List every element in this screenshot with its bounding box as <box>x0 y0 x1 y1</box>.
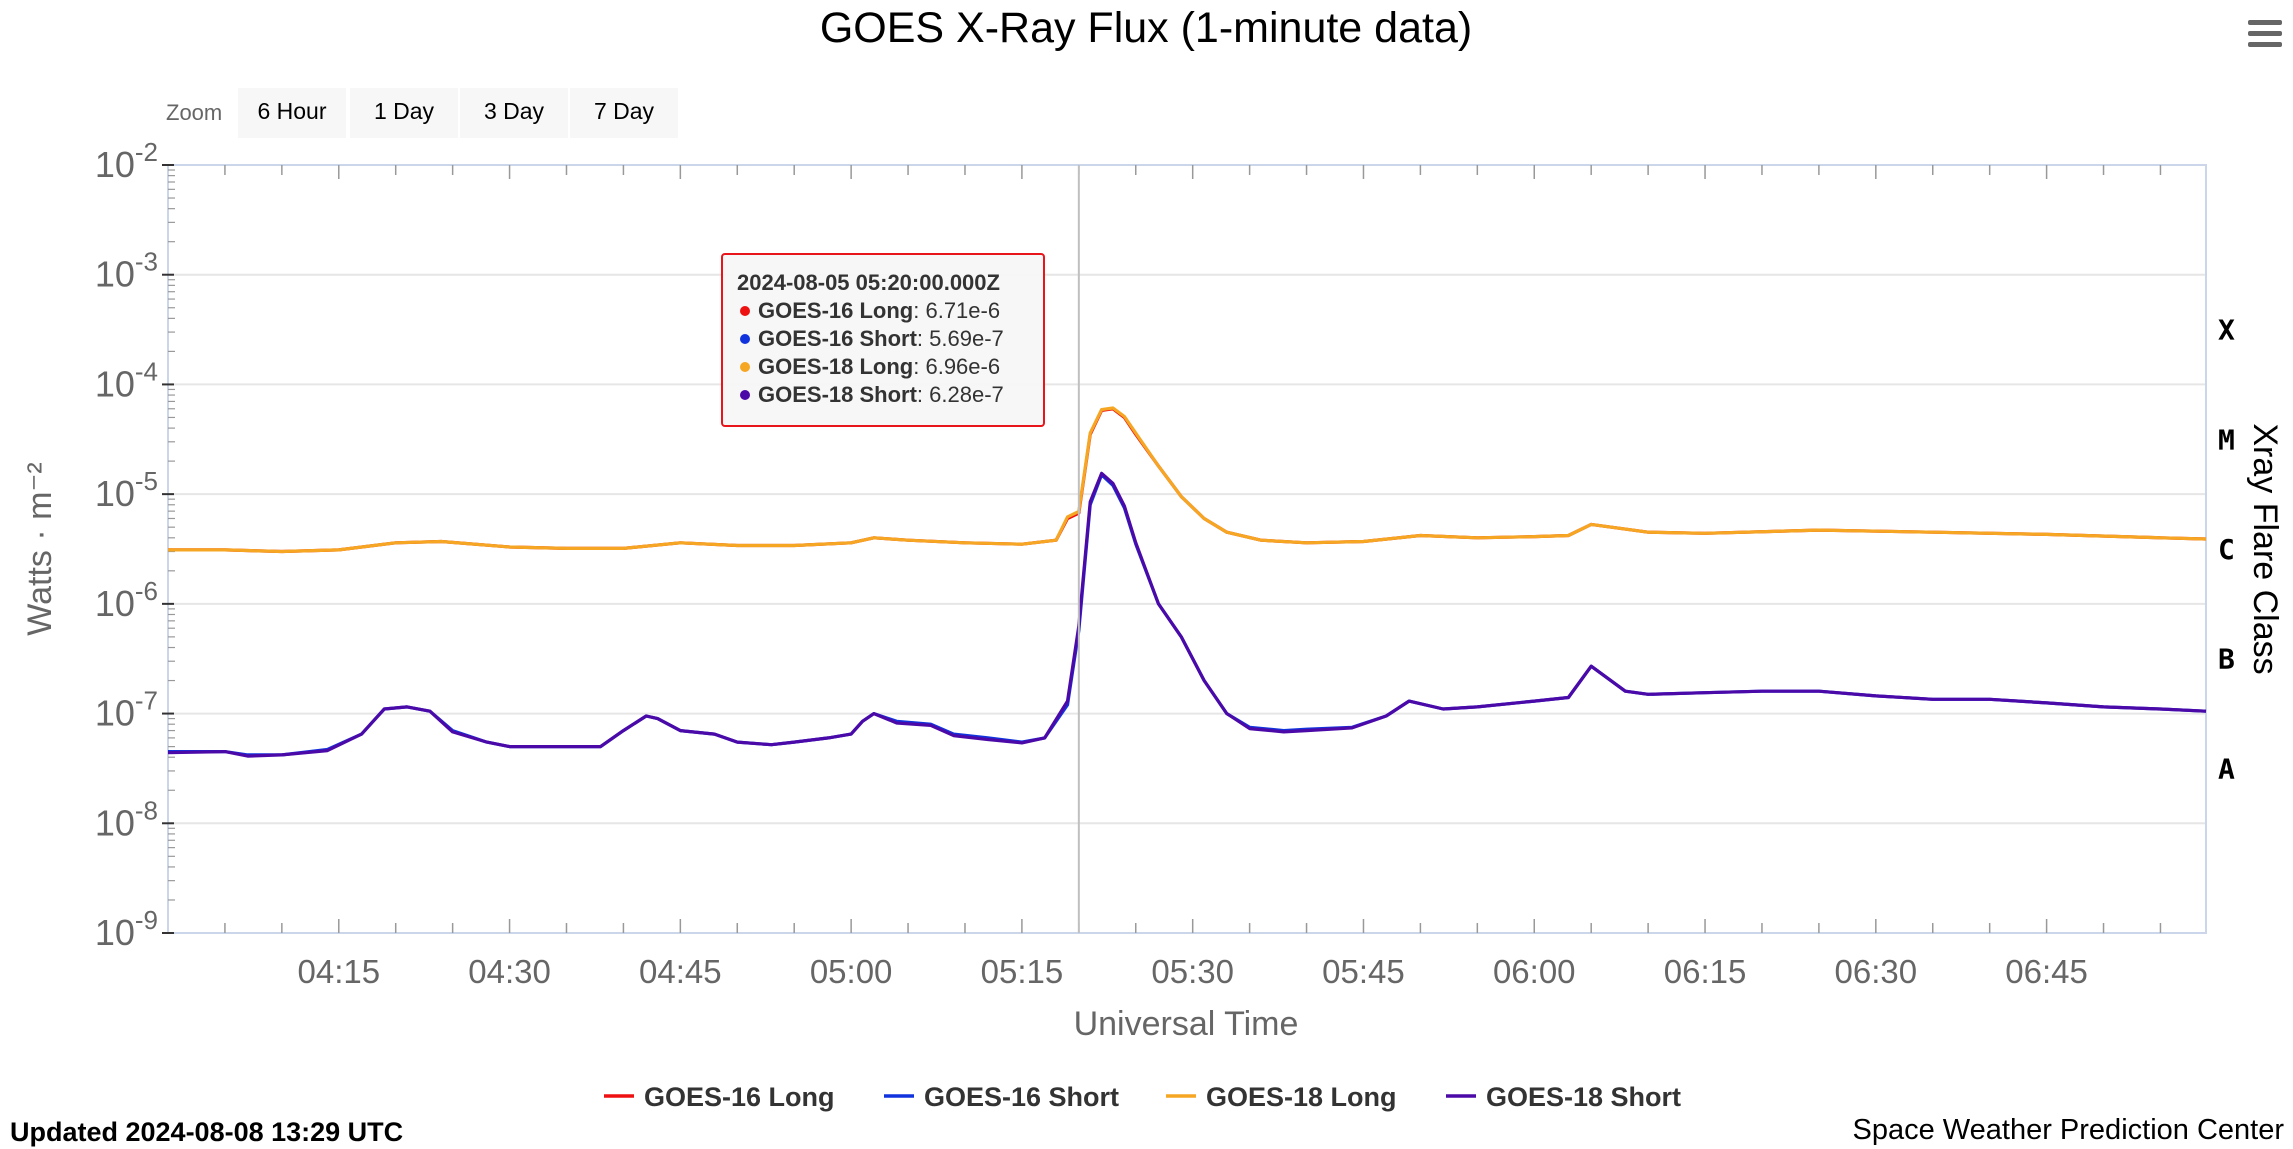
y-tick-exponent: -5 <box>135 466 158 496</box>
tooltip-series-name: GOES-18 Long <box>758 354 913 379</box>
zoom-button-label: 3 Day <box>484 98 545 124</box>
legend-label: GOES-18 Short <box>1486 1082 1681 1112</box>
flare-class-label: X <box>2218 314 2235 347</box>
y-axis-ticks: 10-210-310-410-510-610-710-810-9 <box>95 137 175 953</box>
zoom-button-6-hour[interactable]: 6 Hour <box>238 88 346 138</box>
y-tick-label: 10-7 <box>95 686 158 734</box>
legend-item[interactable]: GOES-18 Short <box>1446 1082 1681 1112</box>
y-tick-label: 10-8 <box>95 795 158 843</box>
updated-timestamp: Updated 2024-08-08 13:29 UTC <box>10 1117 403 1147</box>
legend-item[interactable]: GOES-18 Long <box>1166 1082 1397 1112</box>
zoom-button-3-day[interactable]: 3 Day <box>460 88 568 138</box>
series-lines <box>167 406 2207 758</box>
x-tick-label: 06:30 <box>1835 953 1918 990</box>
legend-label: GOES-18 Long <box>1206 1082 1397 1112</box>
tooltip-row: GOES-16 Long: 6.71e-6 <box>758 298 1000 323</box>
y-tick-base: 10 <box>95 802 135 843</box>
series-line-goes-18-short <box>167 471 2207 758</box>
grid-lines <box>167 164 2206 934</box>
legend-label: GOES-16 Long <box>644 1082 835 1112</box>
x-tick-label: 05:45 <box>1322 953 1405 990</box>
plot-border <box>167 164 2207 934</box>
y-tick-label: 10-6 <box>95 576 158 624</box>
tooltip-series-value: : 6.28e-7 <box>917 382 1004 407</box>
series-line-goes-18-long <box>168 406 2207 554</box>
x-tick-label: 04:45 <box>639 953 722 990</box>
flare-class-labels: X M C B A <box>2218 314 2235 786</box>
hamburger-menu-icon[interactable] <box>2248 18 2282 50</box>
y-tick-label: 10-3 <box>95 247 158 295</box>
legend-item[interactable]: GOES-16 Long <box>604 1082 835 1112</box>
tooltip-series-marker <box>740 362 750 372</box>
y-tick-base: 10 <box>95 363 135 404</box>
flare-class-label: A <box>2218 752 2235 785</box>
tooltip-series-value: : 6.71e-6 <box>913 298 1000 323</box>
y-tick-base: 10 <box>95 693 135 734</box>
tooltip-series-marker <box>740 390 750 400</box>
zoom-button-7-day[interactable]: 7 Day <box>570 88 678 138</box>
tooltip-series-name: GOES-16 Long <box>758 298 913 323</box>
x-tick-label: 04:30 <box>468 953 551 990</box>
tooltip-series-marker <box>740 334 750 344</box>
y-tick-exponent: -3 <box>135 247 158 277</box>
y-tick-base: 10 <box>95 583 135 624</box>
x-tick-label: 06:15 <box>1664 953 1747 990</box>
y-tick-base: 10 <box>95 912 135 953</box>
y-axis-label: Watts · m⁻² <box>21 462 59 635</box>
y-tick-exponent: -2 <box>135 137 158 167</box>
tooltip-row: GOES-18 Long: 6.96e-6 <box>758 354 1000 379</box>
x-tick-label: 06:45 <box>2005 953 2088 990</box>
tooltip-title: 2024-08-05 05:20:00.000Z <box>737 270 1000 295</box>
y-tick-base: 10 <box>95 144 135 185</box>
flare-class-label: B <box>2218 643 2235 676</box>
legend: GOES-16 Long GOES-16 Short GOES-18 Long GOE… <box>604 1082 1681 1112</box>
x-tick-label: 05:30 <box>1151 953 1234 990</box>
tooltip-series-name: GOES-18 Short <box>758 382 918 407</box>
chart-title: GOES X-Ray Flux (1-minute data) <box>820 4 1472 52</box>
zoom-controls: Zoom 6 Hour 1 Day 3 Day 7 Day <box>166 88 678 138</box>
tooltip-row: GOES-16 Short: 5.69e-7 <box>758 326 1004 351</box>
legend-item[interactable]: GOES-16 Short <box>884 1082 1119 1112</box>
zoom-button-label: 1 Day <box>374 98 435 124</box>
y-tick-label: 10-5 <box>95 466 158 514</box>
zoom-button-label: 6 Hour <box>257 98 326 124</box>
flare-class-label: M <box>2218 423 2235 456</box>
credit-text: Space Weather Prediction Center <box>1853 1114 2285 1146</box>
x-tick-label: 04:15 <box>297 953 380 990</box>
x-tick-label: 05:00 <box>810 953 893 990</box>
flare-class-label: C <box>2218 533 2235 566</box>
y-tick-label: 10-9 <box>95 905 158 953</box>
tooltip-series-value: : 6.96e-6 <box>913 354 1000 379</box>
y-tick-exponent: -9 <box>135 905 158 935</box>
y-tick-exponent: -8 <box>135 795 158 825</box>
y-tick-label: 10-2 <box>95 137 158 185</box>
tooltip: 2024-08-05 05:20:00.000Z GOES-16 Long: 6… <box>721 253 1045 427</box>
x-axis-label: Universal Time <box>1074 1005 1299 1043</box>
tooltip-series-marker <box>740 306 750 316</box>
y-tick-base: 10 <box>95 473 135 514</box>
zoom-button-1-day[interactable]: 1 Day <box>350 88 458 138</box>
tooltip-row: GOES-18 Short: 6.28e-7 <box>758 382 1004 407</box>
y-tick-exponent: -7 <box>135 686 158 716</box>
tooltip-series-value: : 5.69e-7 <box>917 326 1004 351</box>
y-tick-base: 10 <box>95 254 135 295</box>
x-tick-label: 06:00 <box>1493 953 1576 990</box>
y-tick-exponent: -6 <box>135 576 158 606</box>
zoom-label: Zoom <box>166 100 222 125</box>
x-axis-ticks: 04:15 04:30 04:45 05:00 05:15 05:30 05:45 06:00… <box>168 165 2206 990</box>
y-tick-label: 10-4 <box>95 356 158 404</box>
x-tick-label: 05:15 <box>981 953 1064 990</box>
legend-label: GOES-16 Short <box>924 1082 1119 1112</box>
zoom-button-label: 7 Day <box>594 98 655 124</box>
tooltip-series-name: GOES-16 Short <box>758 326 918 351</box>
y-tick-exponent: -4 <box>135 356 158 386</box>
flare-class-axis-label: Xray Flare Class <box>2246 423 2284 674</box>
